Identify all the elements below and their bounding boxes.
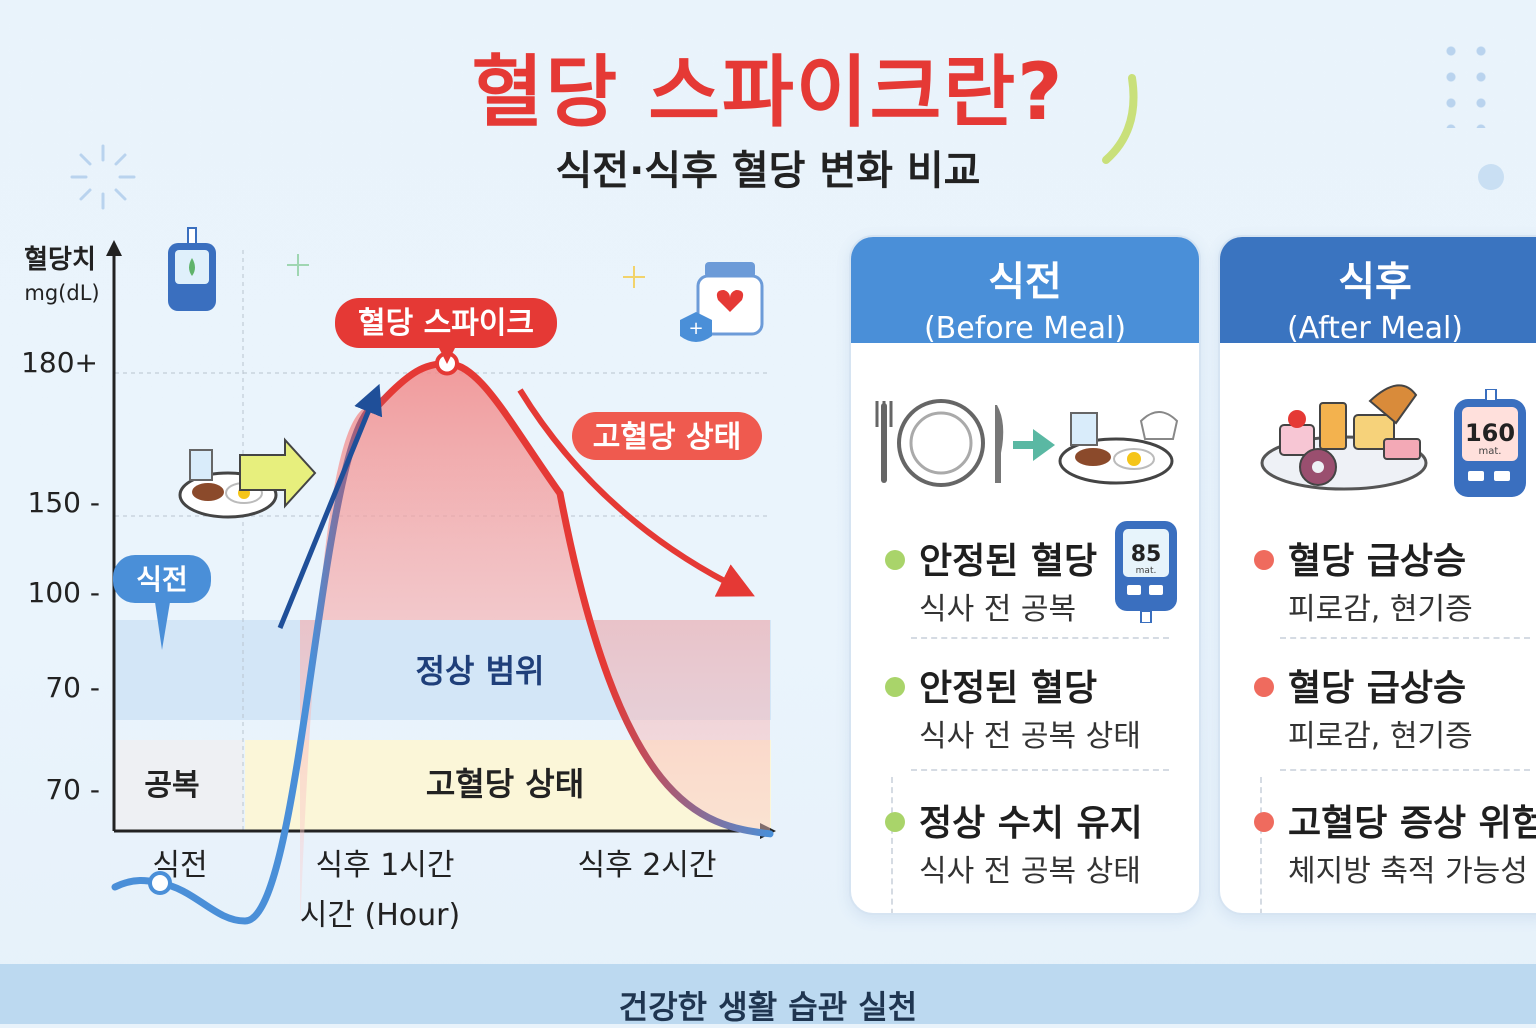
fork-plate-knife-icon [875, 399, 1004, 487]
timeline-line [1260, 777, 1262, 913]
bullet-dot [885, 677, 905, 697]
y-axis-unit: mg(dL) [24, 281, 99, 305]
meter-reading: 160 [1465, 419, 1515, 447]
before-meal-illustration [851, 343, 1199, 493]
divider [911, 637, 1169, 639]
bullet-dot [1254, 550, 1274, 570]
y-tick-label: 100 - [28, 576, 100, 609]
before-meal-header: 식전 (Before Meal) [851, 237, 1199, 346]
y-tick-label: 180+ [21, 346, 98, 379]
y-tick-label: 70 - [45, 671, 100, 704]
svg-text:혈당 스파이크: 혈당 스파이크 [358, 306, 534, 341]
medicine-jar-icon: + [680, 262, 764, 342]
bullet-dot [1254, 812, 1274, 832]
after-meal-header: 식후 (After Meal) [1220, 237, 1536, 346]
bullet-dot [1254, 677, 1274, 697]
sparkle-icon [287, 254, 309, 276]
fall-arrow [517, 388, 755, 597]
meal-plate-icon [1058, 411, 1179, 485]
item-title: 혈당 급상승 [1288, 668, 1467, 709]
callout-before-meal: 식전 [113, 555, 211, 650]
high-sugar-band-label: 고혈당 상태 [426, 765, 584, 803]
glucose-meter-icon: 160 mat. [1454, 389, 1526, 497]
divider [1280, 769, 1530, 771]
decorative-swoosh [1102, 74, 1138, 164]
item-title: 혈당 급상승 [1288, 541, 1467, 582]
page-subtitle: 식전·식후 혈당 변화 비교 [555, 148, 981, 194]
arrow-right-icon [1013, 429, 1055, 461]
fasting-label: 공복 [144, 768, 199, 803]
decorative-circle [1478, 164, 1504, 190]
item-title: 정상 수치 유지 [919, 803, 1143, 844]
timeline-line [891, 777, 893, 913]
sparkle-icon [70, 144, 136, 210]
callout-high-state: 고혈당 상태 [572, 412, 762, 460]
page-title: 혈당 스파이크란? [471, 48, 1065, 138]
y-axis-label: 혈당치 [24, 245, 96, 275]
item-title: 안정된 혈당 [919, 541, 1098, 582]
meter-unit: mat. [1136, 566, 1157, 576]
meter-unit: mat. [1479, 446, 1502, 457]
divider [911, 769, 1169, 771]
item-desc: 식사 전 공복 [919, 592, 1077, 627]
panel-subtitle: (Before Meal) [923, 311, 1127, 346]
item-title: 고혈당 증상 위험 [1288, 803, 1536, 844]
after-meal-panel: 식후 (After Meal) 160 mat. 혈당 급상승 [1218, 235, 1536, 915]
meter-reading: 85 [1131, 542, 1162, 567]
x-tick-label: 식후 2시간 [577, 848, 716, 883]
bullet-dot [885, 550, 905, 570]
rise-arrow [277, 383, 383, 629]
y-axis-arrow [106, 240, 122, 256]
footer-text: 건강한 생활 습관 실천 [618, 988, 918, 1026]
bullet-dot [885, 812, 905, 832]
spike-area [300, 363, 770, 932]
item-desc: 피로감, 현기증 [1288, 592, 1473, 627]
callout-spike: 혈당 스파이크 [335, 298, 557, 364]
x-axis-label: 시간 (Hour) [300, 898, 460, 933]
data-point-before-meal [148, 871, 172, 896]
item-desc: 식사 전 공복 상태 [919, 854, 1141, 889]
svg-text:고혈당 상태: 고혈당 상태 [593, 420, 741, 455]
y-tick-label: 70 - [45, 773, 100, 806]
before-meal-panel: 식전 (Before Meal) 안정된 혈당 [849, 235, 1201, 915]
glucose-meter-icon [168, 227, 216, 311]
decorative-dots [1436, 38, 1506, 128]
y-tick-label: 150 - [28, 486, 100, 519]
glucose-meter-icon: 85 mat. [1115, 521, 1177, 623]
footer-banner: 건강한 생활 습관 실천 [0, 964, 1536, 1026]
meal-plate-icon [178, 437, 317, 519]
normal-range-label: 정상 범위 [416, 652, 545, 690]
svg-text:식전: 식전 [136, 563, 188, 596]
item-desc: 체지방 축적 가능성 [1288, 854, 1528, 889]
x-tick-label: 식후 1시간 [315, 848, 454, 883]
sparkle-icon [623, 266, 645, 288]
fasting-band [115, 740, 243, 830]
item-desc: 식사 전 공복 상태 [919, 719, 1141, 754]
item-desc: 피로감, 현기증 [1288, 719, 1473, 754]
blood-sugar-chart: 혈당치 mg(dL) 180+ 150 - 100 - 70 - 70 - 식전… [21, 227, 776, 933]
panel-title: 식후 [1338, 259, 1412, 305]
after-meal-illustration [1220, 343, 1536, 493]
item-title: 안정된 혈당 [919, 668, 1098, 709]
panel-title: 식전 [988, 259, 1062, 305]
svg-text:+: + [688, 318, 703, 339]
panel-subtitle: (After Meal) [1286, 311, 1464, 346]
divider [1280, 637, 1530, 639]
dessert-plate-icon [1260, 384, 1428, 491]
